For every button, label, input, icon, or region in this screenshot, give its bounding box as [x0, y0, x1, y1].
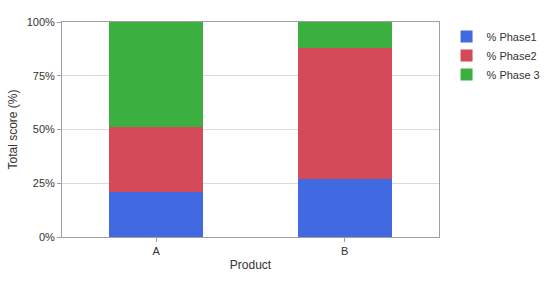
svg-text:B: B — [341, 245, 348, 257]
svg-text:100%: 100% — [27, 16, 55, 28]
svg-text:25%: 25% — [33, 177, 55, 189]
svg-text:A: A — [153, 245, 161, 257]
svg-text:0%: 0% — [39, 231, 55, 243]
svg-text:Product: Product — [230, 258, 272, 272]
svg-text:Total score (%): Total score (%) — [6, 89, 20, 169]
svg-text:50%: 50% — [33, 123, 55, 135]
svg-text:% Phase 3: % Phase 3 — [487, 69, 540, 81]
svg-text:75%: 75% — [33, 70, 55, 82]
svg-text:% Phase1: % Phase1 — [487, 31, 537, 43]
svg-text:% Phase2: % Phase2 — [487, 50, 537, 62]
